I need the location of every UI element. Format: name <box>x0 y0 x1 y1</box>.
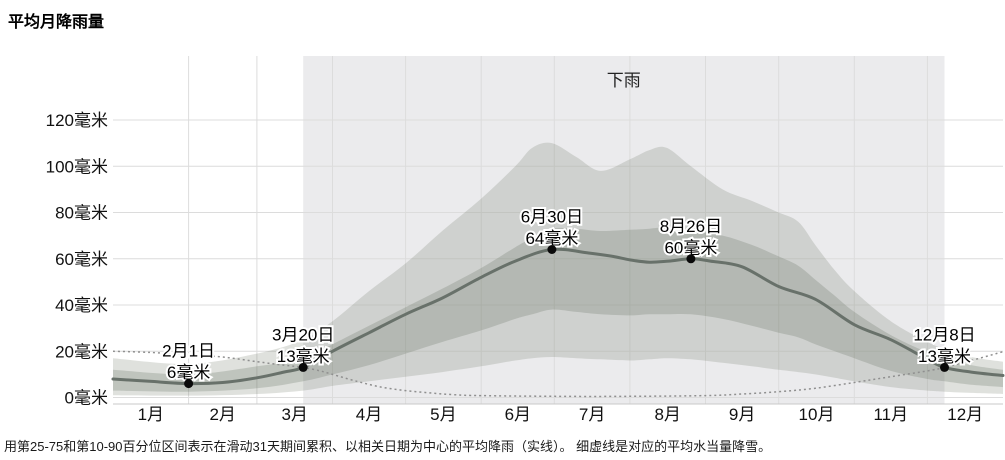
y-tick-label: 0毫米 <box>65 389 108 408</box>
annotation-date: 3月20日 <box>272 325 334 344</box>
annotation-value: 64毫米 <box>525 229 578 248</box>
x-tick-label: 10月 <box>799 405 835 424</box>
chart-caption: 用第25-75和第10-90百分位区间表示在滑动31天期间累积、以相关日期为中心… <box>4 439 772 454</box>
rain-season-band <box>303 56 945 404</box>
annotation-value: 60毫米 <box>664 238 717 257</box>
data-point-dot[interactable] <box>940 362 949 372</box>
annotation-value: 13毫米 <box>277 347 330 366</box>
band-10-90-percentile <box>113 142 1003 396</box>
annotation-date: 6月30日 <box>521 208 583 227</box>
x-tick-label: 2月 <box>209 405 235 424</box>
x-tick-label: 7月 <box>579 405 605 424</box>
x-tick-label: 3月 <box>281 405 307 424</box>
y-tick-label: 20毫米 <box>55 342 108 361</box>
x-tick-label: 6月 <box>505 405 531 424</box>
y-tick-label: 100毫米 <box>46 157 108 176</box>
annotation-value: 6毫米 <box>167 363 210 382</box>
x-tick-label: 4月 <box>356 405 382 424</box>
x-tick-label: 1月 <box>138 405 164 424</box>
x-tick-label: 9月 <box>729 405 755 424</box>
data-point-dot[interactable] <box>547 245 557 254</box>
rainfall-mean-line <box>111 247 1005 386</box>
data-point-dot[interactable] <box>298 362 308 372</box>
y-tick-label: 80毫米 <box>55 204 108 223</box>
annotation-date: 12月8日 <box>913 325 975 344</box>
y-tick-label: 60毫米 <box>55 250 108 269</box>
chart-title: 平均月降雨量 <box>8 14 105 31</box>
y-tick-label: 40毫米 <box>55 296 108 315</box>
data-point-dot[interactable] <box>686 254 696 264</box>
season-label: 下雨 <box>607 71 641 90</box>
annotation-date: 2月1日 <box>162 342 215 361</box>
snowfall-dotted-line <box>112 350 1004 398</box>
data-point-dot[interactable] <box>184 379 194 389</box>
x-tick-label: 8月 <box>654 405 680 424</box>
x-tick-label: 11月 <box>873 405 908 424</box>
x-tick-label: 12月 <box>947 405 983 424</box>
x-tick-label: 5月 <box>430 405 456 424</box>
y-tick-label: 120毫米 <box>46 111 108 130</box>
annotation-value: 13毫米 <box>918 347 971 366</box>
annotation-date: 8月26日 <box>660 217 722 236</box>
